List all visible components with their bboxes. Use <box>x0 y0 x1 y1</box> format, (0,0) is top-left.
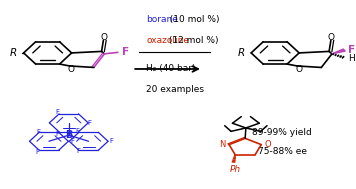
Text: F: F <box>70 138 74 144</box>
Text: O: O <box>328 33 335 42</box>
Text: F: F <box>55 131 59 137</box>
Text: (12 mol %): (12 mol %) <box>167 36 219 45</box>
Text: 75-88% ee: 75-88% ee <box>258 147 307 156</box>
Text: oxazoline: oxazoline <box>146 36 189 45</box>
Text: F: F <box>348 45 355 55</box>
Text: borane: borane <box>146 15 178 24</box>
Text: 89-99% yield: 89-99% yield <box>252 128 312 137</box>
Text: O: O <box>265 139 271 149</box>
Text: F: F <box>110 138 114 144</box>
Text: F: F <box>122 47 129 57</box>
Text: F: F <box>55 109 59 115</box>
Polygon shape <box>332 49 345 54</box>
Text: R: R <box>10 48 17 58</box>
Text: Ph: Ph <box>230 165 241 174</box>
Text: F: F <box>35 149 39 155</box>
Text: B: B <box>65 130 73 140</box>
Text: 20 examples: 20 examples <box>146 85 204 94</box>
Text: O: O <box>100 33 107 42</box>
Text: F: F <box>87 120 91 126</box>
Text: O: O <box>295 65 302 74</box>
Text: (10 mol %): (10 mol %) <box>164 15 220 24</box>
Text: F: F <box>75 128 79 133</box>
Text: H: H <box>348 53 355 63</box>
Text: F: F <box>77 148 80 154</box>
Text: N: N <box>219 139 225 149</box>
Text: H₂ (40 bar): H₂ (40 bar) <box>146 64 196 74</box>
Text: F: F <box>37 129 41 135</box>
Text: R: R <box>237 48 245 58</box>
Text: O: O <box>68 65 75 74</box>
